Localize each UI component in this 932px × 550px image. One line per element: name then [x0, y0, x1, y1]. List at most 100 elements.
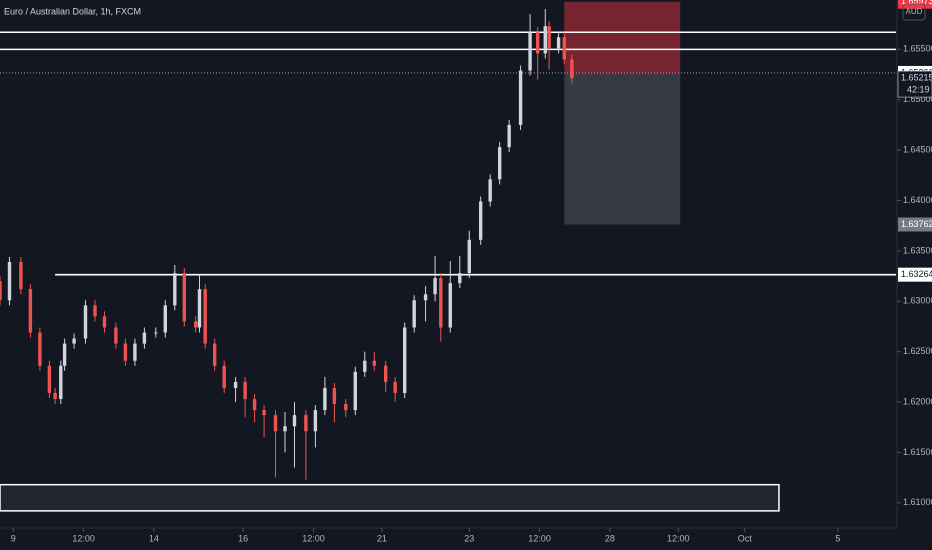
candle-body [28, 289, 33, 333]
candle-body [273, 415, 278, 432]
candle-body [123, 343, 128, 361]
candle-body [203, 289, 207, 344]
candle-body [0, 281, 2, 301]
candle-body [439, 278, 443, 328]
currency-box [902, 3, 926, 21]
candle-body [133, 343, 137, 361]
candle-body [402, 327, 407, 393]
candle-body [323, 387, 327, 411]
candle-body [448, 283, 452, 328]
candle-body [543, 26, 547, 54]
candle-body [423, 294, 428, 301]
candle-body [102, 316, 107, 328]
candle-body [243, 381, 247, 400]
candle-body [393, 381, 397, 393]
level-price-tag-bg [898, 267, 932, 282]
candle-body [193, 321, 198, 328]
candle-body [535, 32, 540, 54]
candle-body [383, 365, 388, 382]
candle-body [332, 387, 337, 405]
x-tick-label: Oct [738, 533, 753, 543]
candle-body [233, 381, 238, 388]
candle-body [252, 399, 257, 411]
currency: AUD [906, 7, 923, 16]
candle-body [433, 278, 437, 295]
candle-body [283, 426, 287, 432]
candle-body [62, 343, 67, 366]
plot-area [0, 1, 896, 512]
candle-body [363, 360, 367, 372]
zone-box [0, 483, 780, 512]
last-price-label: 1.65215 [901, 72, 932, 82]
y-tick-label: 1.61000 [903, 497, 932, 507]
candle-body [528, 32, 532, 71]
bar-countdown: 42:19 [907, 84, 930, 94]
candle-body [547, 26, 551, 49]
x-tick-label: 5 [835, 533, 840, 543]
x-tick-label: 21 [377, 533, 387, 543]
level-price-tag: 1.63264 [901, 269, 932, 279]
y-tick-label: 1.64500 [903, 145, 932, 155]
candle-body [507, 124, 511, 148]
candle-body [47, 365, 52, 393]
candle-body [142, 332, 147, 344]
candle-body [38, 332, 42, 366]
y-tick-label: 1.65500 [903, 44, 932, 54]
candle-body [212, 343, 217, 366]
x-tick-label: 9 [11, 533, 16, 543]
candle-body [458, 273, 462, 284]
y-tick-label: 1.62500 [903, 346, 932, 356]
candle-body [173, 273, 177, 306]
candle-body [344, 404, 348, 411]
target-price-tag-bg [898, 217, 932, 232]
x-tick-label: 14 [149, 533, 159, 543]
candle-body [353, 371, 357, 411]
chart-title: Euro / Australian Dollar, 1h, FXCM [4, 6, 141, 16]
x-tick-label: 28 [605, 533, 615, 543]
x-tick-label: 16 [238, 533, 248, 543]
stop-price-tag: 1.65973 [901, 0, 932, 6]
candle-body [412, 300, 416, 328]
candle-body [488, 179, 492, 202]
candle-body [53, 392, 57, 400]
candle-body [222, 365, 226, 388]
axes: 1.61000 1.61500 1.62000 1.62500 1.63000 1.635… [11, 0, 932, 543]
candle-body [163, 305, 167, 333]
x-tick-label: 12:00 [72, 533, 95, 543]
y-tick-label: 1.62000 [903, 396, 932, 406]
x-tick-label: 12:00 [302, 533, 325, 543]
candle-body [313, 410, 318, 432]
stop-zone [564, 1, 681, 73]
candle-body [182, 273, 186, 322]
target-zone [564, 72, 681, 225]
candle-body [114, 327, 118, 344]
candle-body [292, 415, 297, 427]
candle-body [478, 201, 483, 240]
candle-body [372, 360, 376, 366]
y-tick-label: 1.63500 [903, 245, 932, 255]
last-price-bg [897, 70, 932, 98]
x-tick-label: 12:00 [528, 533, 551, 543]
candle-body [59, 365, 63, 400]
candle-body [467, 239, 471, 274]
y-tick-label: 1.65000 [903, 94, 932, 104]
candle-body [562, 37, 566, 60]
candle-body [197, 289, 202, 328]
y-tick-label: 1.64000 [903, 195, 932, 205]
candle-body [556, 37, 561, 49]
candle-body [304, 415, 308, 432]
candle-body [497, 147, 502, 180]
candle-body [72, 338, 76, 344]
candle-body [83, 305, 88, 339]
y-tick-label: 1.63000 [903, 296, 932, 306]
x-tick-label: 23 [464, 533, 474, 543]
y-tick-label: 1.61500 [903, 447, 932, 457]
candle-body [262, 410, 266, 416]
target-price-tag: 1.63762 [901, 219, 932, 229]
candle-body [154, 332, 158, 334]
candle-body [570, 59, 574, 79]
candle-body [19, 261, 23, 290]
candle-body [518, 70, 523, 125]
candle-body [7, 261, 12, 301]
